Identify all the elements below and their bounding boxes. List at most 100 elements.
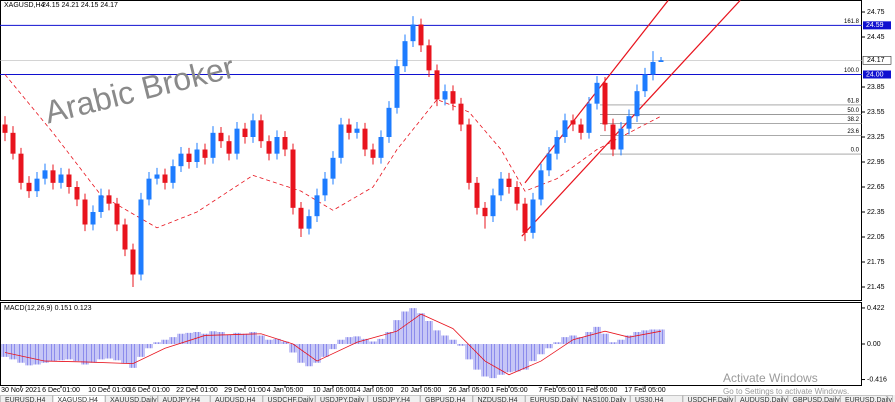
main-plot: 161.8 100.0 61.8 50.0 38.2 23.6 0.0	[0, 0, 862, 287]
y-tick-label: 22.05	[867, 234, 885, 241]
level-label: 24.59	[866, 22, 884, 29]
candle-body	[346, 124, 352, 133]
macd-frame	[0, 302, 862, 386]
fib-label: 161.8	[844, 19, 860, 25]
candle-body	[442, 91, 448, 100]
tab[interactable]	[577, 395, 631, 402]
candle-body	[114, 203, 120, 225]
tab[interactable]	[210, 395, 263, 402]
candle-body	[170, 166, 176, 183]
tab[interactable]	[315, 395, 368, 402]
candle-body	[138, 199, 144, 275]
candle-body	[586, 103, 592, 133]
candle-body	[66, 174, 72, 187]
macd-plot	[1, 308, 665, 379]
x-tick-label: 14 Jan 05:00	[353, 387, 394, 394]
fib-label: 100.0	[844, 68, 860, 74]
candle-body	[354, 128, 360, 133]
candle-body	[290, 149, 296, 208]
x-tick-label: 11 Feb 05:00	[577, 387, 618, 394]
x-tick-label: 29 Dec 01:00	[224, 387, 266, 394]
candle-body	[314, 195, 320, 217]
x-tick-label: 10 Dec 01:00	[88, 387, 130, 394]
candle-body	[42, 170, 48, 179]
candle-body	[618, 128, 624, 150]
candle-body	[10, 132, 16, 154]
x-tick-label: 4 Jan 05:00	[267, 387, 304, 394]
candle-body	[154, 174, 160, 179]
candle-body	[82, 199, 88, 225]
candle-body	[18, 153, 24, 183]
tab-label: AUDJPY,H4	[163, 397, 201, 402]
tab-label: EURUSD,Daily	[845, 397, 893, 402]
tab[interactable]	[630, 395, 683, 402]
tab[interactable]	[262, 395, 316, 402]
tab[interactable]	[157, 395, 211, 402]
candle-body	[498, 178, 504, 196]
candle-body	[490, 195, 496, 217]
candle-body	[226, 141, 232, 154]
candle-body	[538, 170, 544, 200]
y-tick-label: 23.85	[867, 84, 885, 91]
tab[interactable]	[735, 395, 788, 402]
y-tick-label: 23.55	[867, 109, 885, 116]
tab[interactable]	[682, 395, 736, 402]
y-tick-label: 21.45	[867, 284, 885, 291]
candle-body	[402, 41, 408, 67]
tab-label: AUDUSD,H4	[215, 397, 256, 402]
candle-body	[594, 82, 600, 104]
x-tick-label: 20 Jan 05:00	[401, 387, 442, 394]
candle-body	[426, 45, 432, 71]
tab-label: XAUUSD,Daily	[110, 397, 157, 402]
moving-average	[4, 74, 662, 229]
tab[interactable]	[787, 395, 841, 402]
candle-body	[338, 124, 344, 158]
candle-body	[218, 132, 224, 142]
candle-body	[554, 137, 560, 154]
macd-tick-label: 0.422	[867, 305, 885, 312]
x-tick-label: 1 Feb 05:00	[490, 387, 527, 394]
candle-body	[626, 116, 632, 129]
candle-body	[522, 203, 528, 233]
tab[interactable]	[525, 395, 578, 402]
fib-label: 38.2	[847, 117, 859, 123]
candle-body	[362, 128, 368, 150]
tab[interactable]	[420, 395, 473, 402]
fib-label: 61.8	[847, 98, 859, 104]
candle-body	[186, 153, 192, 162]
tab[interactable]	[0, 395, 53, 402]
x-tick-label: 7 Feb 05:00	[538, 387, 575, 394]
candle-body	[234, 128, 240, 154]
candle-body	[418, 24, 424, 46]
symbol-title: XAGUSD,H4	[4, 2, 45, 9]
candle-body	[98, 195, 104, 212]
candle-body	[74, 187, 80, 200]
tab-label: USDCHF,Daily	[688, 397, 734, 402]
tab[interactable]	[105, 395, 158, 402]
candle-body	[178, 153, 184, 167]
candle-body	[514, 187, 520, 204]
candle-body	[634, 91, 640, 117]
tab-label: EURUSD,Daily	[530, 397, 578, 402]
macd-label: MACD(12,26,9) 0.151 0.123	[4, 305, 92, 312]
tab-label: GBPUSD,Daily	[793, 397, 841, 402]
tab[interactable]	[367, 395, 421, 402]
x-tick-label: 22 Dec 01:00	[176, 387, 218, 394]
tab-label: GBPUSD,H4	[425, 397, 466, 402]
x-tick-label: 10 Jan 05:00	[313, 387, 354, 394]
activation-title: Activate Windows	[723, 371, 818, 385]
candle-body	[306, 216, 312, 229]
candle-body	[122, 224, 128, 250]
candle-body	[322, 178, 328, 196]
tab-label: US30,H4	[635, 397, 664, 402]
tab[interactable]	[52, 395, 106, 402]
candle-body	[562, 120, 568, 137]
x-tick-label: 26 Jan 05:00	[449, 387, 490, 394]
tab[interactable]	[840, 395, 893, 402]
candle-body	[282, 137, 288, 150]
current-price-label: 24.17	[867, 57, 885, 64]
tab[interactable]	[472, 395, 526, 402]
candle-body	[530, 199, 536, 233]
